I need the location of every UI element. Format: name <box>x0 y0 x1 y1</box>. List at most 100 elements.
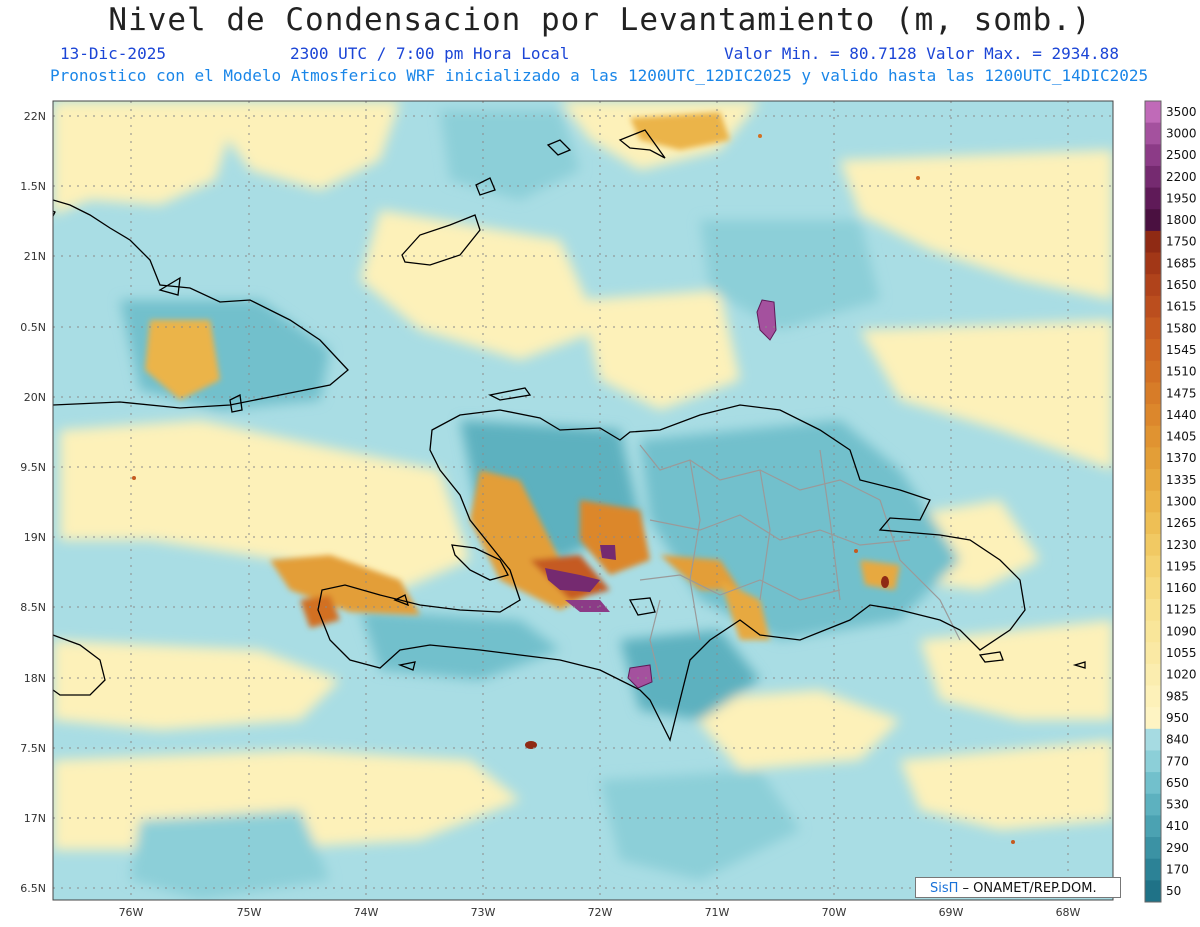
model-info: Pronostico con el Modelo Atmosferico WRF… <box>50 66 1149 85</box>
condensation-field <box>53 101 1113 900</box>
lon-label: 72W <box>588 906 613 919</box>
colorbar-label: 410 <box>1166 819 1189 833</box>
colorbar-swatch <box>1145 469 1161 492</box>
colorbar-swatch <box>1145 793 1161 816</box>
colorbar-swatch <box>1145 750 1161 773</box>
colorbar-label: 1405 <box>1166 430 1197 444</box>
lat-label: 17N <box>24 812 46 825</box>
colorbar-swatch <box>1145 772 1161 795</box>
colorbar-swatch <box>1145 252 1161 275</box>
colorbar-swatch <box>1145 274 1161 297</box>
colorbar-label: 1370 <box>1166 451 1197 465</box>
lon-label: 71W <box>705 906 730 919</box>
lat-label: 18N <box>24 672 46 685</box>
colorbar-label: 1800 <box>1166 213 1197 227</box>
lat-label: 0.5N <box>20 321 46 334</box>
colorbar-label: 1300 <box>1166 495 1197 509</box>
colorbar-label: 1685 <box>1166 256 1197 270</box>
colorbar-swatch <box>1145 685 1161 708</box>
colorbar-label: 1545 <box>1166 343 1197 357</box>
colorbar-swatch <box>1145 815 1161 838</box>
lon-label: 68W <box>1056 906 1081 919</box>
colorbar-swatch <box>1145 533 1161 557</box>
colorbar-swatch <box>1145 880 1161 903</box>
colorbar-label: 650 <box>1166 776 1189 790</box>
colorbar-label: 50 <box>1166 884 1181 898</box>
lon-label: 75W <box>237 906 262 919</box>
lon-label: 69W <box>939 906 964 919</box>
colorbar-label: 1650 <box>1166 278 1197 292</box>
lat-label: 9.5N <box>20 461 46 474</box>
colorbar-label: 1510 <box>1166 365 1197 379</box>
lat-label: 7.5N <box>20 742 46 755</box>
credit-text: – ONAMET/REP.DOM. <box>958 881 1097 896</box>
colorbar: 3500 3000 2500 2200 1950 1800 1750 1685 1650 1615… <box>1144 100 1197 903</box>
colorbar-swatch <box>1145 598 1161 622</box>
colorbar-label: 170 <box>1166 863 1189 877</box>
colorbar-label: 950 <box>1166 711 1189 725</box>
colorbar-label: 3500 <box>1166 105 1197 119</box>
colorbar-label: 1055 <box>1166 646 1197 660</box>
colorbar-label: 985 <box>1166 689 1189 703</box>
longitude-axis: 76W 75W 74W 73W 72W 71W 70W 69W 68W <box>119 906 1081 919</box>
colorbar-label: 530 <box>1166 798 1189 812</box>
colorbar-label: 1950 <box>1166 191 1197 205</box>
colorbar-swatch <box>1145 101 1161 124</box>
sispi-logo: SisΠ <box>930 881 959 896</box>
colorbar-swatch <box>1145 837 1161 860</box>
colorbar-label: 3000 <box>1166 126 1197 140</box>
colorbar-swatch <box>1145 447 1161 470</box>
lat-label: 19N <box>24 531 46 544</box>
colorbar-swatch <box>1145 122 1161 145</box>
coastlines <box>53 129 1086 742</box>
lat-label: 8.5N <box>20 601 46 614</box>
colorbar-swatch <box>1145 404 1161 427</box>
graticule <box>53 101 1113 900</box>
latitude-axis: 22N 1.5N 21N 0.5N 20N 9.5N 19N 8.5N 18N … <box>20 110 46 895</box>
colorbar-swatch <box>1145 209 1161 232</box>
colorbar-label: 1195 <box>1166 559 1197 573</box>
colorbar-label: 1265 <box>1166 516 1197 530</box>
colorbar-swatch <box>1145 490 1161 513</box>
colorbar-swatch <box>1145 663 1161 687</box>
colorbar-swatch <box>1145 187 1161 210</box>
colorbar-label: 1335 <box>1166 473 1197 487</box>
colorbar-label: 1475 <box>1166 386 1197 400</box>
colorbar-swatch <box>1145 317 1161 340</box>
lat-label: 1.5N <box>20 180 46 193</box>
colorbar-swatch <box>1145 728 1161 751</box>
forecast-time: 2300 UTC / 7:00 pm Hora Local <box>290 44 570 63</box>
colorbar-swatch <box>1145 577 1161 600</box>
lat-label: 21N <box>24 250 46 263</box>
colorbar-swatch <box>1145 230 1161 254</box>
lon-label: 76W <box>119 906 144 919</box>
colorbar-label: 1090 <box>1166 624 1197 638</box>
colorbar-label: 1580 <box>1166 321 1197 335</box>
lat-label: 6.5N <box>20 882 46 895</box>
min-max-values: Valor Min. = 80.7128 Valor Max. = 2934.8… <box>724 44 1119 63</box>
colorbar-label: 1160 <box>1166 581 1197 595</box>
colorbar-swatch <box>1145 339 1161 362</box>
forecast-date: 13-Dic-2025 <box>60 44 166 63</box>
colorbar-swatch <box>1145 165 1161 189</box>
colorbar-swatch <box>1145 512 1161 535</box>
lon-label: 74W <box>354 906 379 919</box>
colorbar-label: 1230 <box>1166 538 1197 552</box>
lon-label: 70W <box>822 906 847 919</box>
colorbar-label: 840 <box>1166 733 1189 747</box>
colorbar-label: 1750 <box>1166 235 1197 249</box>
province-borders <box>639 444 961 681</box>
colorbar-swatch <box>1145 144 1161 167</box>
map-title: Nivel de Condensacion por Levantamiento … <box>108 2 1092 38</box>
colorbar-label: 1440 <box>1166 408 1197 422</box>
colorbar-label: 1615 <box>1166 300 1197 314</box>
colorbar-swatch <box>1145 382 1161 405</box>
colorbar-swatch <box>1145 360 1161 383</box>
colorbar-label: 770 <box>1166 754 1189 768</box>
colorbar-swatch <box>1145 858 1161 881</box>
colorbar-swatch <box>1145 555 1161 578</box>
credit-box: SisΠ – ONAMET/REP.DOM. <box>915 877 1121 898</box>
colorbar-label: 1020 <box>1166 668 1197 682</box>
colorbar-label: 2500 <box>1166 148 1197 162</box>
